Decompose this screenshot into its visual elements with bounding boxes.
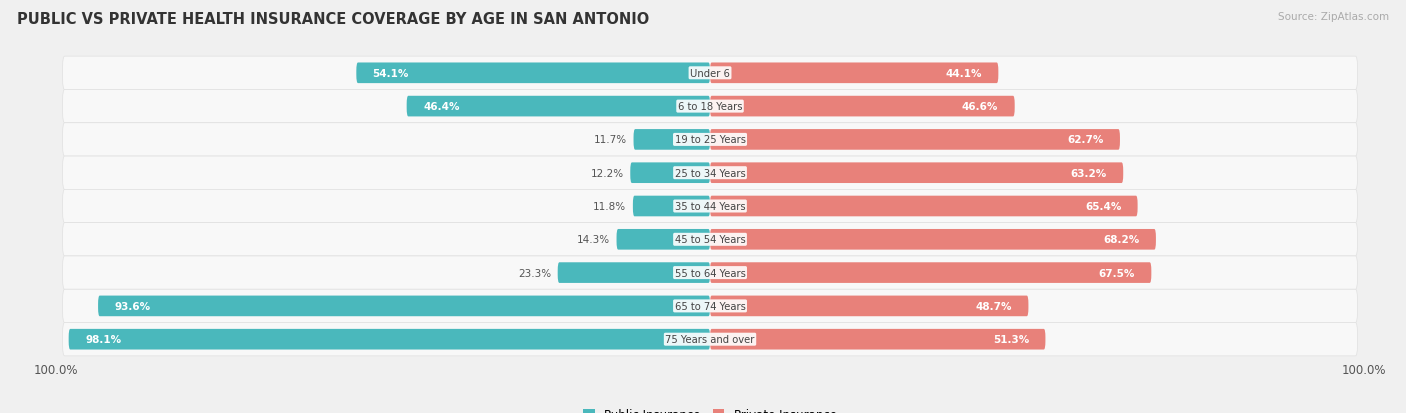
FancyBboxPatch shape [710, 329, 1046, 350]
Text: 45 to 54 Years: 45 to 54 Years [675, 235, 745, 245]
FancyBboxPatch shape [63, 256, 1357, 290]
Text: 6 to 18 Years: 6 to 18 Years [678, 102, 742, 112]
FancyBboxPatch shape [406, 97, 710, 117]
Text: 67.5%: 67.5% [1098, 268, 1135, 278]
FancyBboxPatch shape [710, 130, 1121, 150]
Text: PUBLIC VS PRIVATE HEALTH INSURANCE COVERAGE BY AGE IN SAN ANTONIO: PUBLIC VS PRIVATE HEALTH INSURANCE COVER… [17, 12, 650, 27]
FancyBboxPatch shape [710, 63, 998, 84]
Text: 55 to 64 Years: 55 to 64 Years [675, 268, 745, 278]
FancyBboxPatch shape [710, 97, 1015, 117]
FancyBboxPatch shape [617, 230, 710, 250]
FancyBboxPatch shape [69, 329, 710, 350]
FancyBboxPatch shape [356, 63, 710, 84]
Text: 46.6%: 46.6% [962, 102, 998, 112]
FancyBboxPatch shape [558, 263, 710, 283]
FancyBboxPatch shape [63, 123, 1357, 157]
Text: Source: ZipAtlas.com: Source: ZipAtlas.com [1278, 12, 1389, 22]
Text: 35 to 44 Years: 35 to 44 Years [675, 202, 745, 211]
FancyBboxPatch shape [710, 263, 1152, 283]
Text: 93.6%: 93.6% [114, 301, 150, 311]
FancyBboxPatch shape [710, 296, 1028, 316]
FancyBboxPatch shape [630, 163, 710, 183]
FancyBboxPatch shape [63, 90, 1357, 123]
Text: 23.3%: 23.3% [517, 268, 551, 278]
Text: 65.4%: 65.4% [1085, 202, 1121, 211]
Text: 51.3%: 51.3% [993, 335, 1029, 344]
Text: 98.1%: 98.1% [84, 335, 121, 344]
FancyBboxPatch shape [63, 223, 1357, 256]
FancyBboxPatch shape [710, 230, 1156, 250]
Text: 54.1%: 54.1% [373, 69, 409, 78]
Text: 46.4%: 46.4% [423, 102, 460, 112]
FancyBboxPatch shape [98, 296, 710, 316]
Text: 63.2%: 63.2% [1070, 168, 1107, 178]
Text: 25 to 34 Years: 25 to 34 Years [675, 168, 745, 178]
Text: 68.2%: 68.2% [1104, 235, 1140, 245]
Text: 12.2%: 12.2% [591, 168, 624, 178]
FancyBboxPatch shape [633, 196, 710, 217]
FancyBboxPatch shape [63, 290, 1357, 323]
FancyBboxPatch shape [63, 323, 1357, 356]
Text: 48.7%: 48.7% [976, 301, 1012, 311]
FancyBboxPatch shape [63, 190, 1357, 223]
Text: 11.7%: 11.7% [593, 135, 627, 145]
Text: 14.3%: 14.3% [576, 235, 610, 245]
Text: 44.1%: 44.1% [945, 69, 981, 78]
Text: 19 to 25 Years: 19 to 25 Years [675, 135, 745, 145]
Text: Under 6: Under 6 [690, 69, 730, 78]
FancyBboxPatch shape [63, 157, 1357, 190]
Text: 11.8%: 11.8% [593, 202, 626, 211]
FancyBboxPatch shape [63, 57, 1357, 90]
FancyBboxPatch shape [710, 196, 1137, 217]
Text: 75 Years and over: 75 Years and over [665, 335, 755, 344]
Text: 62.7%: 62.7% [1067, 135, 1104, 145]
Legend: Public Insurance, Private Insurance: Public Insurance, Private Insurance [583, 408, 837, 413]
Text: 65 to 74 Years: 65 to 74 Years [675, 301, 745, 311]
FancyBboxPatch shape [710, 163, 1123, 183]
FancyBboxPatch shape [634, 130, 710, 150]
